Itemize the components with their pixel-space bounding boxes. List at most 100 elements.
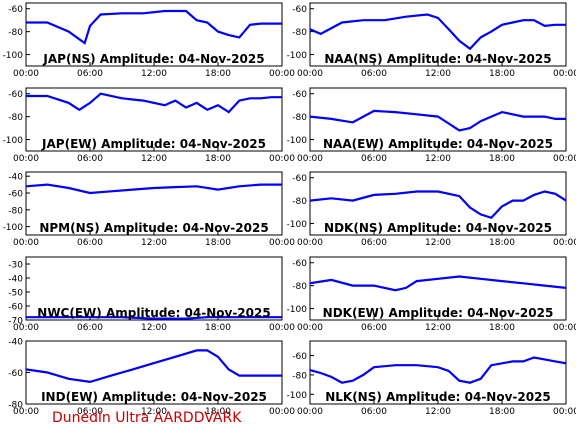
x-tick-label: 06:00 [361,154,387,164]
x-tick-label: 18:00 [489,154,515,164]
chart-panel-4: -100 -80 -60 -40 00:00 06:00 12:00 18:00 00:00NP… [3,171,295,248]
chart-panel-1: -100 -80 -60 00:00 06:00 12:00 18:00 00:00NAA(N… [287,2,576,79]
x-tick-label: 06:00 [77,238,103,248]
y-tick-label: -30 [8,261,23,271]
y-tick-label: -100 [287,51,308,61]
chart-panel-5: -100 -80 -60 00:00 06:00 12:00 18:00 00:00NDK(N… [287,171,576,248]
x-tick-label: 00:00 [297,407,323,417]
y-tick-label: -70 [8,317,23,327]
chart-title: NDK(EW) Amplitude: 04-Nov-2025 [323,306,554,320]
chart-title: NAA(NS) Amplitude: 04-Nov-2025 [324,52,551,66]
series-line-0 [310,356,566,384]
x-tick-label: 00:00 [269,238,295,248]
x-tick-label: 00:00 [297,154,323,164]
y-tick-label: -80 [8,206,23,216]
x-tick-label: 00:00 [269,154,295,164]
chart-panel-7: -100-80-6000:0006:0012:0018:0000:00NDK(E… [287,256,576,333]
chart-title: NWC(EW) Amplitude: 04-Nov-2025 [37,306,270,320]
x-tick-label: 18:00 [489,238,515,248]
series-line-0 [26,92,282,114]
x-tick-label: 06:00 [77,323,103,333]
y-tick-label: -60 [292,352,307,362]
y-tick-label: -40 [8,338,23,348]
series-line-0 [26,349,282,384]
y-tick-label: -100 [287,220,308,230]
y-tick-label: -50 [8,289,23,299]
y-tick-label: -60 [8,90,23,100]
series-line-0 [310,190,566,220]
y-tick-label: -60 [292,259,307,269]
x-tick-label: 18:00 [489,407,515,417]
x-tick-label: 12:00 [425,69,451,79]
x-tick-label: 06:00 [361,407,387,417]
x-tick-label: 18:00 [489,69,515,79]
series-line-0 [310,275,566,292]
y-tick-label: -80 [8,401,23,411]
x-tick-label: 12:00 [141,154,167,164]
x-tick-label: 12:00 [425,238,451,248]
x-tick-label: 06:00 [77,407,103,417]
series-line-0 [310,109,566,132]
y-tick-label: -80 [292,282,307,292]
chart-title: NLK(NS) Amplitude: 04-Nov-2025 [325,390,551,404]
x-tick-label: 00:00 [269,407,295,417]
x-tick-label: 00:00 [269,69,295,79]
x-tick-label: 00:00 [13,323,39,333]
x-tick-label: 06:00 [361,69,387,79]
x-tick-label: 00:00 [297,323,323,333]
y-tick-label: -60 [8,369,23,379]
x-tick-label: 00:00 [553,238,576,248]
series-line-0 [26,183,282,195]
x-tick-label: 00:00 [13,407,39,417]
y-tick-label: -60 [292,174,307,184]
x-tick-label: 06:00 [361,323,387,333]
y-tick-label: -100 [3,136,24,146]
x-tick-label: 18:00 [205,154,231,164]
x-tick-label: 18:00 [205,69,231,79]
series-line-0 [26,316,282,320]
y-tick-label: -40 [8,275,23,285]
y-tick-label: -60 [8,303,23,313]
chart-title: JAP(EW) Amplitude: 04-Nov-2025 [41,137,266,151]
y-tick-label: -80 [292,371,307,381]
x-tick-label: 00:00 [553,323,576,333]
credit-text: Dunedin Ultra AARDDVARK [52,410,242,426]
x-tick-label: 06:00 [77,69,103,79]
x-tick-label: 00:00 [297,69,323,79]
x-tick-label: 06:00 [361,238,387,248]
x-tick-label: 00:00 [553,154,576,164]
chart-title: JAP(NS) Amplitude: 04-Nov-2025 [42,52,264,66]
chart-panel-3: -100 -80 -60 00:00 06:00 12:00 18:00 00:00NAA(E… [287,87,576,164]
chart-panel-2: -100 -80 -60 00:00 06:00 12:00 18:00 00:00JAP(E… [3,87,295,164]
chart-title: IND(EW) Amplitude: 04-Nov-2025 [41,390,267,404]
x-tick-label: 18:00 [489,323,515,333]
x-tick-label: 00:00 [13,238,39,248]
x-tick-label: 12:00 [141,238,167,248]
x-tick-label: 12:00 [425,323,451,333]
x-tick-label: 18:00 [205,323,231,333]
x-tick-label: 06:00 [77,154,103,164]
x-tick-label: 18:00 [205,407,231,417]
x-tick-label: 00:00 [297,238,323,248]
y-tick-label: -80 [8,113,23,123]
chart-panel-6: -70 -60 -50 -40 -30 00:00 06:00 12:00 18:00 00:00… [8,256,295,333]
y-tick-label: -100 [3,223,24,233]
x-tick-label: 12:00 [425,407,451,417]
y-tick-label: -40 [8,173,23,183]
x-tick-label: 18:00 [205,238,231,248]
x-tick-label: 00:00 [13,69,39,79]
chart-title: NPM(NS) Amplitude: 04-Nov-2025 [39,221,268,235]
chart-panel-8: -80 -60 -40 00:00 06:00 12:00 18:00 00:00IND(EW… [8,338,295,418]
x-tick-label: 00:00 [13,154,39,164]
series-line-0 [310,13,566,51]
y-tick-label: -100 [287,305,308,315]
x-tick-label: 12:00 [141,323,167,333]
chart-title: NDK(NS) Amplitude: 04-Nov-2025 [324,221,552,235]
y-tick-label: -60 [292,5,307,15]
y-tick-label: -60 [8,5,23,15]
series-line-0 [26,9,282,45]
x-tick-label: 00:00 [269,323,295,333]
y-tick-label: -80 [8,28,23,38]
x-tick-label: 12:00 [425,154,451,164]
